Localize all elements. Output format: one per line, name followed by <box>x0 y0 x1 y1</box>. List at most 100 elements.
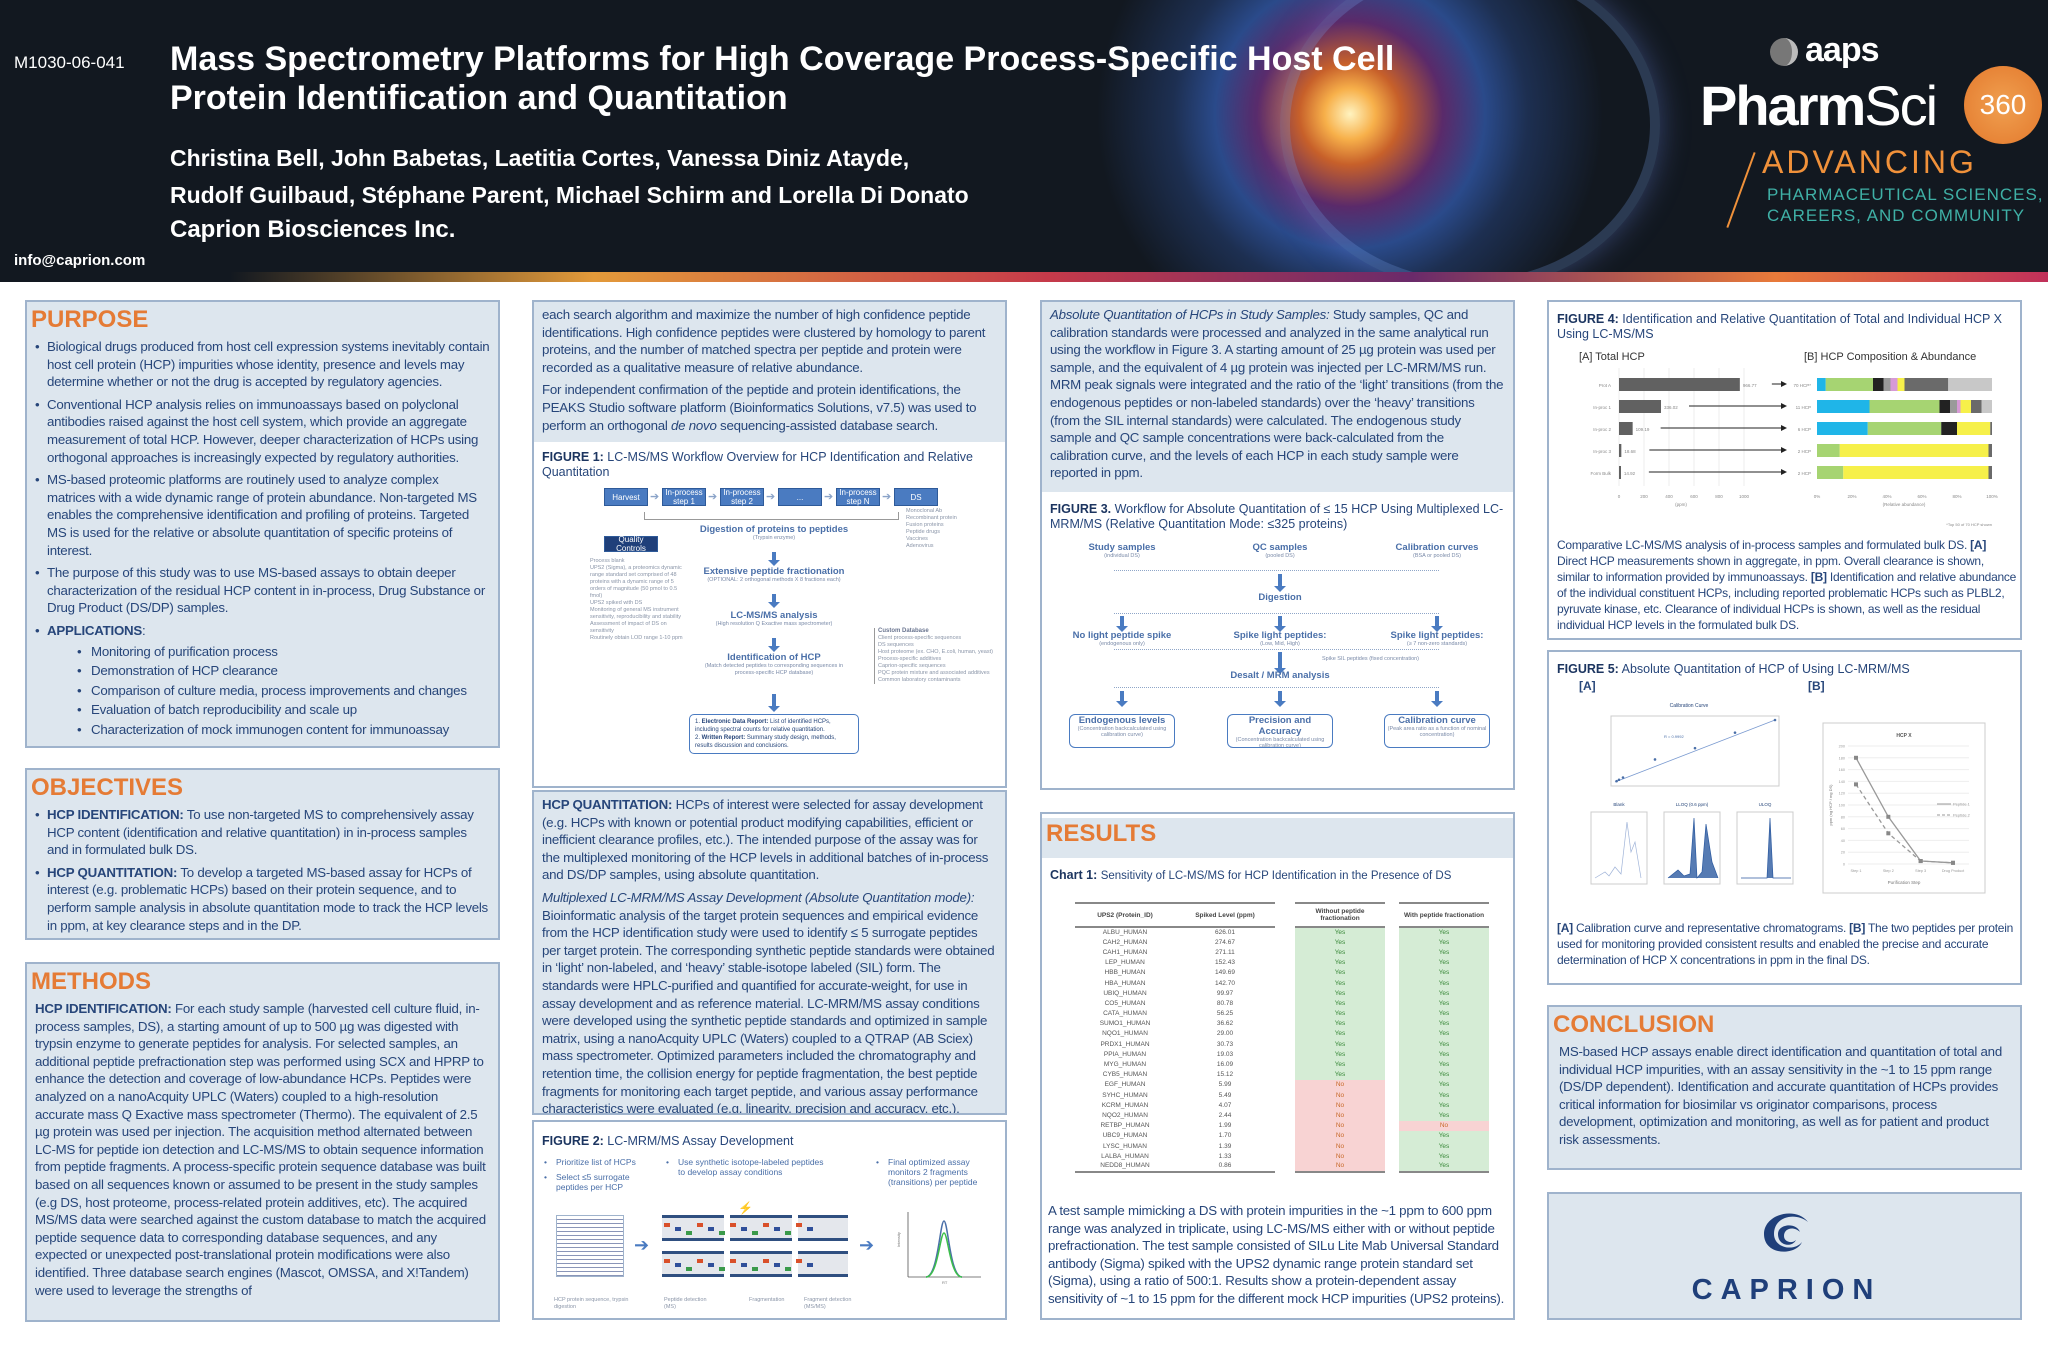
column-gap <box>1275 1049 1295 1059</box>
protein-id: HBB_HUMAN <box>1104 969 1146 977</box>
series-point <box>1854 782 1858 787</box>
database-item: Client process-specific sequences <box>878 635 962 642</box>
protein-id: SYHC_HUMAN <box>1102 1091 1148 1099</box>
arrowhead-icon <box>1781 447 1787 453</box>
stage-subtitle: (OPTIONAL: 2 orthogonal methods X 8 frac… <box>707 577 841 584</box>
figure4-charts: [A] Total HCP [B] HCP Composition & Abund… <box>1579 351 1998 527</box>
protein-id: MYG_HUMAN <box>1103 1061 1147 1069</box>
figure2-bullet: Use synthetic isotope-labeled peptides t… <box>664 1157 824 1177</box>
digestion-step: Digestion <box>1258 591 1302 603</box>
protein-id: CAH2_HUMAN <box>1102 938 1148 946</box>
figure2-bullets: Final optimized assay monitors 2 fragmen… <box>874 1157 999 1192</box>
sample-source: Calibration curves (BSA or pooled DS) <box>1367 542 1507 559</box>
composition-segment <box>1817 422 1868 435</box>
table-bottom-rule <box>1075 1170 1175 1175</box>
custom-database-list: Custom Database Client process-specific s… <box>874 628 999 685</box>
column-gap <box>1385 947 1399 957</box>
poster-header: M1030-06-041 Mass Spectrometry Platforms… <box>0 0 2048 282</box>
spike-subtitle: (≥ 7 non-zero standards) <box>1406 640 1468 647</box>
table-bottom-rule <box>1385 1172 1399 1175</box>
workflow-stage: Identification of HCP (Match detected pep… <box>696 652 852 677</box>
ion-dot <box>741 1263 747 1267</box>
without-fractionation-cell: Yes <box>1295 1028 1385 1040</box>
table-row: RETBP_HUMAN 1.99 No No <box>1075 1120 1489 1131</box>
figure-caption: Workflow for Absolute Quantitation of ≤ … <box>1050 501 1504 531</box>
hcp-quantitation-section: HCP QUANTITATION: HCPs of interest were … <box>532 790 1007 1115</box>
ion-dot <box>763 1259 769 1263</box>
hcp-count-label: 11 HCP <box>1796 405 1811 410</box>
with-fractionation-cell: Yes <box>1399 1079 1489 1090</box>
table-bottom-rule <box>1295 1170 1385 1175</box>
composition-segment <box>1990 422 1992 435</box>
aaps-swirl-icon <box>1770 38 1798 66</box>
protein-id: CYB5_HUMAN <box>1102 1071 1148 1079</box>
spike-step: No light peptide spike (endogenous only) <box>1052 630 1192 647</box>
category-label: In-proc 2 <box>1593 427 1611 432</box>
workflow-step-box: Harvest <box>604 488 648 507</box>
applications-item: APPLICATIONS: Monitoring of purification… <box>33 622 490 739</box>
spike-step: Spike light peptides: (≥ 7 non-zero stand… <box>1367 630 1507 647</box>
sensitivity-table: UPS2 (Protein_ID) Spiked Level (ppm) Witho… <box>1075 902 1489 1175</box>
column-gap <box>1385 958 1399 968</box>
figure-label: FIGURE 1: <box>542 450 604 465</box>
without-fractionation-cell: Yes <box>1295 988 1385 999</box>
line-chart-title: HCP X <box>1896 733 1912 739</box>
figure2-bullet: Prioritize list of HCPs <box>542 1157 652 1167</box>
arrow-right-icon: ➔ <box>650 491 660 504</box>
database-item: Host proteome (ex. CHO, E.coli, human, y… <box>878 649 993 656</box>
output-box: Precision and Accuracy (Concentration bac… <box>1227 713 1333 749</box>
spiked-level: 19.03 <box>1216 1050 1234 1058</box>
without-fractionation-cell: Yes <box>1295 967 1385 978</box>
logo-360-badge: 360 <box>1964 66 2042 144</box>
column-gap <box>1385 1039 1399 1049</box>
tick-label: 20% <box>1847 494 1856 499</box>
spike-step: Spike light peptides: (Low, Mid, High) <box>1210 630 1350 647</box>
objective-item: HCP QUANTITATION: To develop a targeted … <box>33 864 490 934</box>
x-tick-label: Drug Product <box>1942 869 1965 873</box>
column-header: Spiked Level (ppm) <box>1175 902 1275 928</box>
total-hcp-bar <box>1619 400 1662 413</box>
without-fractionation-cell: Yes <box>1295 1059 1385 1070</box>
caprion-logo-text: CAPRION <box>1691 1274 1882 1306</box>
series-point <box>1886 831 1891 836</box>
figure5-description: [A] Calibration curve and representative… <box>1557 920 2017 968</box>
logo-pharm: Pharm <box>1700 74 1866 137</box>
calibration-point <box>1621 776 1625 779</box>
purpose-section: PURPOSE Biological drugs produced from h… <box>25 300 500 748</box>
calibration-point <box>1615 779 1618 783</box>
total-hcp-bar <box>1619 422 1633 435</box>
arrow-down-icon <box>1431 615 1443 632</box>
database-item: DS sequences <box>878 642 914 649</box>
report-lead: Electronic Data Report: <box>701 719 769 726</box>
axes <box>907 1212 981 1278</box>
column-gap <box>1275 1019 1295 1029</box>
output-box: Calibration curve (Peak area ratio as a f… <box>1384 713 1490 748</box>
ion-dot <box>686 1231 692 1235</box>
panel-a-label: [A] <box>1579 680 1596 693</box>
bar-value-label: 18.68 <box>1624 449 1636 454</box>
series-point <box>1918 859 1923 864</box>
with-fractionation-cell: Yes <box>1399 1130 1489 1141</box>
pqc-box: Process Quality Controls (PQC) <box>604 526 658 562</box>
calibration-point <box>1733 731 1737 734</box>
x-axis-label: (Relative abundance) <box>1883 502 1926 507</box>
spike-title: Spike light peptides: <box>1390 629 1484 641</box>
tick-label: 600 <box>1690 494 1698 499</box>
logo-tagline: PHARMACEUTICAL SCIENCES, CAREERS, AND COM… <box>1767 184 2044 226</box>
arrow-right-icon: ➔ <box>766 491 776 504</box>
ion-dot <box>664 1223 670 1227</box>
conclusion-text: MS-based HCP assays enable direct identi… <box>1559 1044 2002 1147</box>
figure2-caption: Peptide detection (MS) <box>664 1297 707 1310</box>
panel-b-label: [B] <box>1808 680 1825 693</box>
arrowhead-icon <box>1781 425 1787 431</box>
spiked-level: 56.25 <box>1216 1010 1234 1018</box>
chart-label: Chart 1: <box>1050 868 1098 882</box>
methods-text: For each study sample (harvested cell cu… <box>35 1001 486 1298</box>
contact-email[interactable]: info@caprion.com <box>14 252 146 269</box>
composition-segment <box>1957 422 1991 435</box>
logo-slash <box>1726 152 1756 228</box>
spiked-level: 2.44 <box>1218 1111 1232 1119</box>
ion-dot <box>785 1267 791 1271</box>
composition-segment <box>1839 444 1989 457</box>
product-item: Vaccines <box>906 536 928 543</box>
